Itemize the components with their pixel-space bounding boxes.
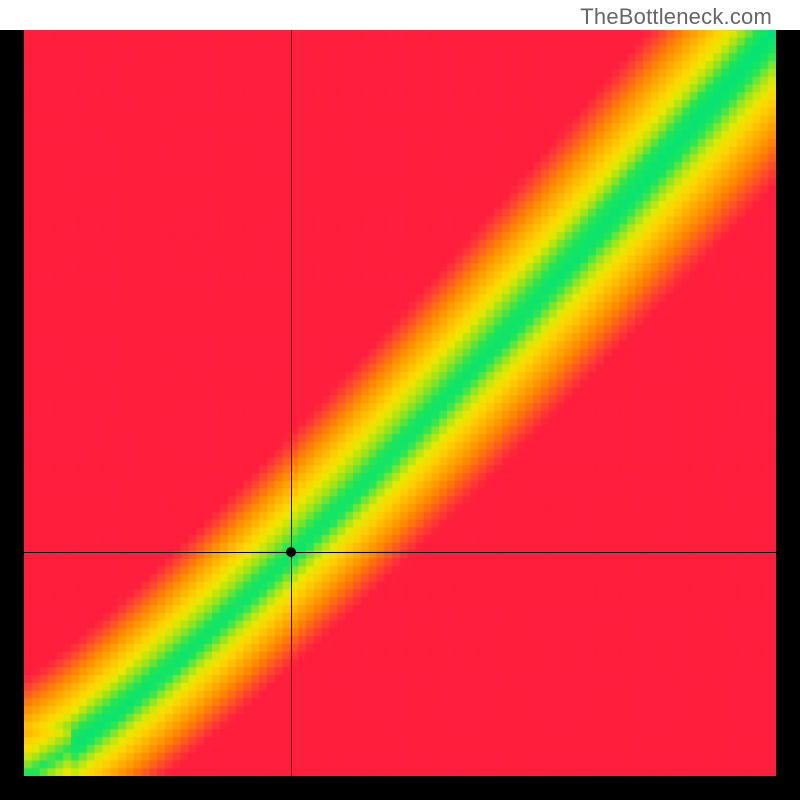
plot-frame — [0, 30, 800, 800]
heatmap-canvas — [24, 30, 776, 776]
bottleneck-heatmap — [24, 30, 776, 776]
watermark-text: TheBottleneck.com — [0, 0, 800, 30]
